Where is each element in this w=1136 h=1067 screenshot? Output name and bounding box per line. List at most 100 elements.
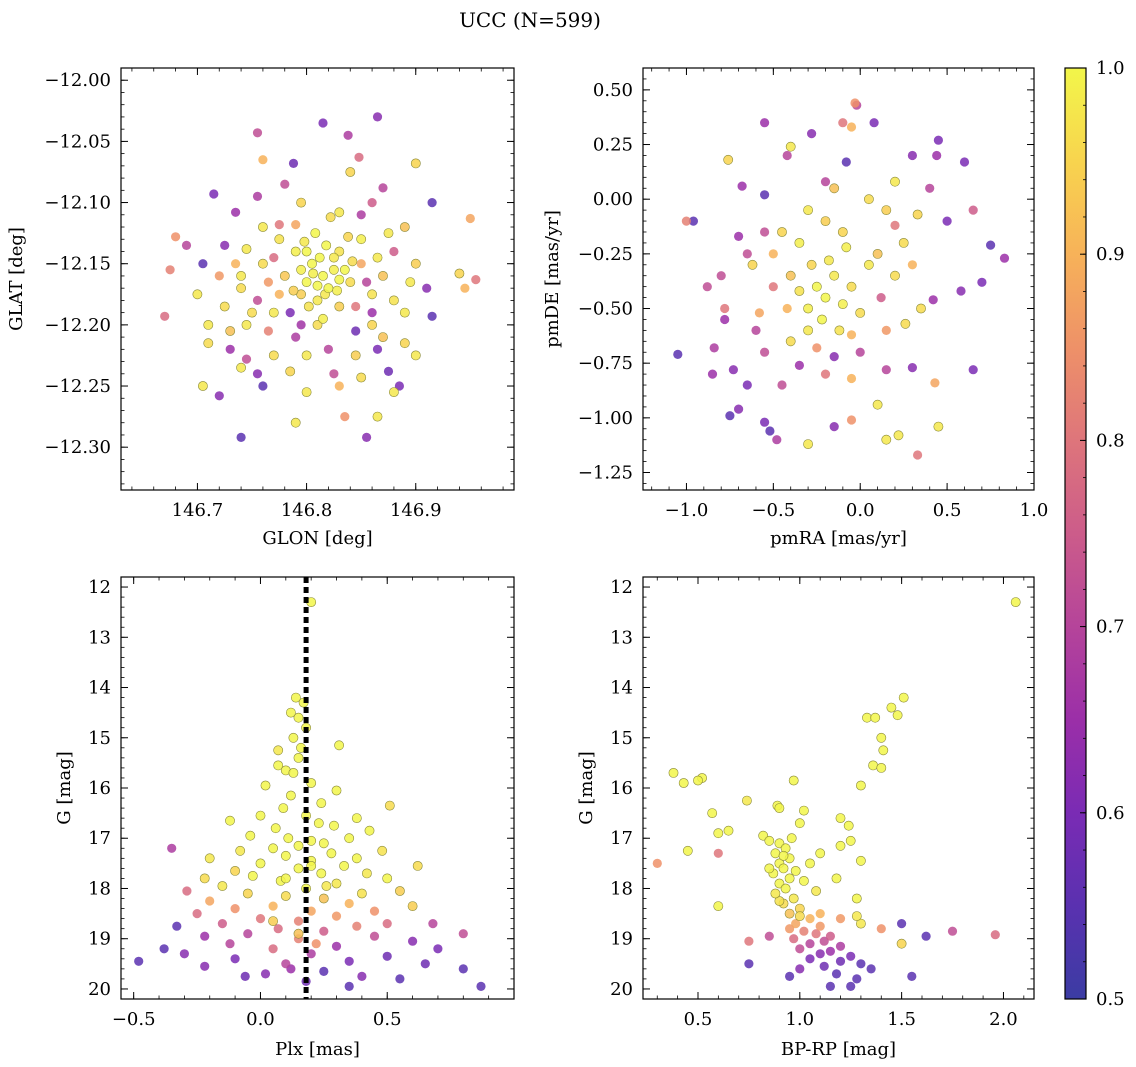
x-tick-label: 0.0: [846, 500, 875, 521]
data-point: [273, 760, 284, 771]
data-point: [313, 818, 324, 829]
x-tick-label: 0.5: [933, 500, 962, 521]
y-tick-label: 13: [88, 627, 111, 648]
data-point: [171, 232, 181, 242]
y-tick-label: 12: [88, 577, 111, 598]
data-point: [192, 909, 202, 919]
data-point: [134, 956, 144, 966]
y-tick-label: 0.50: [593, 80, 633, 101]
y-tick-label: −12.30: [44, 437, 111, 458]
data-point: [306, 949, 316, 959]
data-point: [829, 183, 840, 194]
data-point: [225, 815, 235, 826]
data-point: [831, 969, 842, 979]
data-point: [367, 289, 377, 300]
data-point: [811, 281, 822, 292]
data-point: [805, 858, 815, 869]
data-point: [235, 845, 246, 856]
data-point: [399, 222, 410, 232]
data-point: [260, 969, 271, 979]
data-point: [713, 848, 723, 858]
data-point: [881, 325, 891, 335]
data-point: [293, 712, 304, 723]
data-point: [225, 939, 235, 949]
data-point: [744, 936, 754, 946]
data-point: [382, 951, 392, 961]
y-tick-label: −12.25: [44, 376, 111, 397]
y-tick-label: −12.10: [44, 193, 111, 214]
data-point: [747, 259, 758, 270]
data-point: [388, 387, 399, 397]
colorbar: 0.5 0.6 0.7 0.8 0.9 1.0: [1064, 58, 1125, 1010]
x-tick-label: 2.0: [989, 1009, 1018, 1030]
data-point: [427, 311, 437, 321]
data-point: [331, 785, 342, 796]
data-point: [947, 926, 958, 936]
y-tick-label: 14: [88, 678, 111, 699]
data-point: [316, 798, 327, 808]
data-point: [412, 861, 423, 871]
data-point: [356, 372, 367, 383]
data-point: [835, 941, 846, 951]
data-point: [268, 901, 278, 911]
data-point: [383, 366, 394, 376]
data-point: [301, 350, 312, 361]
data-point: [268, 307, 279, 318]
data-point: [369, 931, 380, 941]
data-point: [372, 112, 383, 122]
data-point: [334, 246, 345, 257]
data-point: [242, 888, 253, 899]
data-point: [872, 248, 883, 259]
data-point: [325, 212, 336, 223]
data-point: [856, 959, 866, 969]
data-point: [247, 871, 258, 881]
data-point: [243, 929, 253, 939]
data-point: [217, 919, 227, 929]
data-point: [200, 961, 210, 971]
x-tick-label: 146.8: [281, 500, 333, 521]
data-point: [728, 365, 739, 375]
data-point: [864, 194, 874, 205]
data-point: [372, 411, 383, 422]
data-point: [778, 863, 789, 874]
data-point: [990, 930, 1000, 940]
data-point: [838, 118, 848, 128]
data-point: [907, 363, 918, 373]
data-point: [362, 277, 372, 287]
data-point: [230, 866, 240, 876]
data-point: [288, 732, 299, 743]
data-point: [382, 873, 393, 884]
data-point: [803, 325, 813, 336]
data-point: [214, 391, 224, 401]
data-point: [217, 881, 228, 891]
data-point: [268, 916, 278, 926]
data-point: [293, 928, 304, 939]
y-tick-label: 17: [610, 828, 633, 849]
data-point: [181, 240, 192, 250]
data-point: [388, 295, 399, 306]
y-tick-label: −0.75: [578, 353, 633, 374]
y-tick-label: 16: [88, 778, 111, 799]
data-point: [255, 810, 266, 821]
data-point: [314, 252, 325, 263]
data-point: [709, 343, 719, 353]
data-point: [351, 853, 362, 864]
data-point: [378, 183, 388, 193]
data-point: [933, 135, 944, 145]
data-point: [318, 313, 328, 324]
data-point: [770, 888, 781, 899]
y-tick-label: 0.25: [593, 135, 633, 156]
data-point: [723, 825, 734, 836]
data-point: [270, 823, 281, 834]
y-tick-label: −12.05: [44, 131, 111, 152]
data-point: [652, 858, 662, 869]
y-tick-label: −12.20: [44, 315, 111, 336]
data-point: [778, 850, 789, 861]
data-point: [716, 271, 726, 281]
data-point: [760, 417, 770, 427]
data-point: [240, 971, 250, 982]
data-point: [682, 845, 693, 856]
y-tick-label: −12.00: [44, 70, 111, 91]
y-tick-label: −1.25: [578, 463, 633, 484]
